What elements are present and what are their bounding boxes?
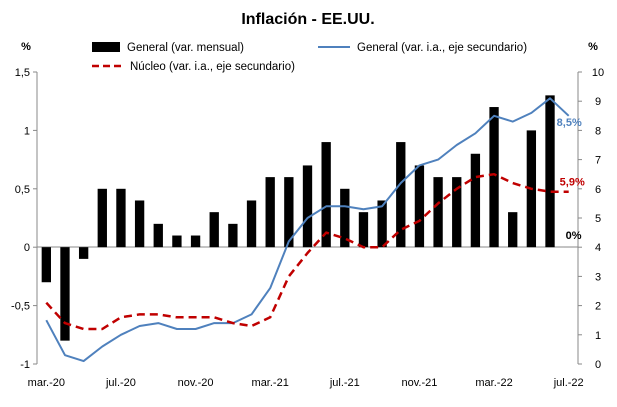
bar <box>97 188 107 248</box>
bar <box>340 188 350 248</box>
left-axis-ticks: 1,5 1 0,5 0 -0,5 -1 <box>11 67 37 371</box>
line-general-yoy <box>45 97 570 363</box>
left-tick-label: -0,5 <box>11 301 30 313</box>
legend-label-general-monthly: General (var. mensual) <box>127 42 244 54</box>
bar <box>246 200 257 248</box>
bar <box>209 212 219 248</box>
annotations: 8,5% 5,9% 0% <box>557 117 585 242</box>
left-tick-label: 0 <box>24 242 30 254</box>
bar <box>358 212 369 248</box>
bar <box>302 165 313 248</box>
right-tick-label: 4 <box>595 242 601 254</box>
bar <box>396 142 406 248</box>
right-tick-label: 9 <box>595 96 601 108</box>
bar <box>377 200 387 248</box>
legend-swatch-general-monthly <box>92 42 120 52</box>
left-tick-label: 1,5 <box>15 67 30 79</box>
right-tick-label: 8 <box>595 125 601 137</box>
bar <box>190 235 201 248</box>
bar <box>545 95 555 248</box>
legend-label-general-yoy: General (var. i.a., eje secundario) <box>357 42 527 54</box>
right-tick-label: 5 <box>595 213 601 225</box>
right-tick-label: 1 <box>595 330 601 342</box>
right-axis-unit: % <box>588 41 598 53</box>
x-tick-label: mar.-22 <box>475 377 512 389</box>
right-tick-label: 0 <box>595 359 601 371</box>
end-value-label: 5,9% <box>560 177 585 189</box>
bar <box>284 177 294 248</box>
left-tick-label: 0,5 <box>15 184 30 196</box>
bar <box>78 247 89 259</box>
left-tick-label: -1 <box>20 359 30 371</box>
bar <box>470 153 481 248</box>
x-tick-label: mar.-21 <box>252 377 289 389</box>
bar-series-general-monthly <box>41 95 574 341</box>
bar <box>41 247 51 283</box>
legend: General (var. mensual) General (var. i.a… <box>92 42 527 73</box>
end-value-label: 8,5% <box>557 117 582 129</box>
bar <box>265 177 275 248</box>
end-value-label: 0% <box>566 230 582 242</box>
bar <box>508 212 518 248</box>
left-axis-unit: % <box>21 41 31 53</box>
bar <box>452 177 462 248</box>
right-tick-label: 10 <box>592 67 604 79</box>
x-tick-label: jul.-21 <box>329 377 360 389</box>
bar <box>134 200 145 248</box>
bar <box>321 142 331 248</box>
x-tick-label: jul.-20 <box>105 377 136 389</box>
bar <box>60 247 70 341</box>
bar <box>153 223 163 248</box>
x-tick-label: nov.-20 <box>178 377 214 389</box>
bar <box>172 235 182 248</box>
right-tick-label: 7 <box>595 155 601 167</box>
bar <box>228 223 238 248</box>
bar <box>489 107 499 248</box>
line-series <box>45 97 570 363</box>
x-tick-label: nov.-21 <box>401 377 437 389</box>
chart-title: Inflación - EE.UU. <box>241 11 374 28</box>
x-tick-label: mar.-20 <box>28 377 65 389</box>
x-tick-label: jul.-22 <box>553 377 584 389</box>
left-tick-label: 1 <box>24 125 30 137</box>
right-tick-label: 6 <box>595 184 601 196</box>
bar <box>116 188 126 248</box>
legend-label-core-yoy: Núcleo (var. i.a., eje secundario) <box>130 61 295 73</box>
line-core-yoy <box>45 172 569 331</box>
bar <box>414 165 425 248</box>
bar <box>433 177 443 248</box>
right-tick-label: 2 <box>595 301 601 313</box>
x-axis-ticks: mar.-20 jul.-20 nov.-20 mar.-21 jul.-21 nov.-… <box>28 377 584 389</box>
right-tick-label: 3 <box>595 271 601 283</box>
